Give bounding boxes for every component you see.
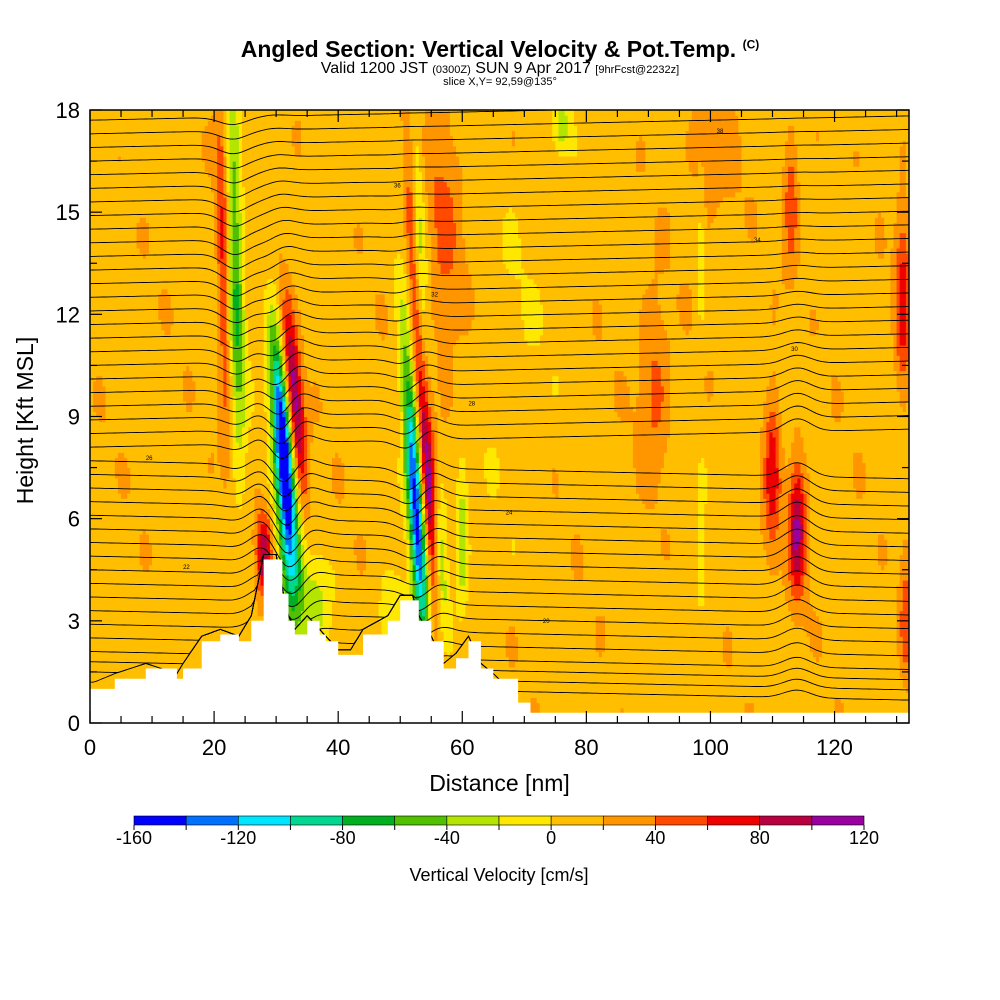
plot-area: 1820222426283032343638 bbox=[90, 102, 910, 723]
